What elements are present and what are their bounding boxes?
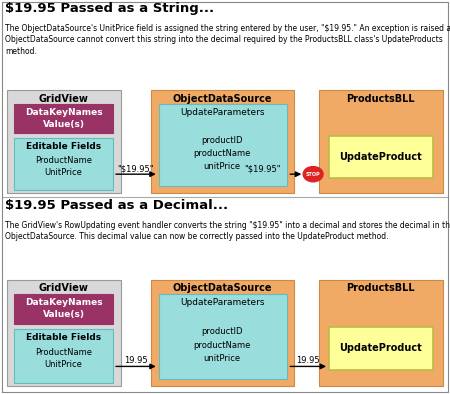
FancyBboxPatch shape	[159, 104, 288, 186]
Text: "$19.95": "$19.95"	[117, 164, 154, 173]
Text: 19.95: 19.95	[124, 357, 148, 365]
Text: $19.95 Passed as a String...: $19.95 Passed as a String...	[5, 2, 215, 15]
Text: ProductName
UnitPrice: ProductName UnitPrice	[35, 348, 92, 369]
FancyBboxPatch shape	[7, 91, 121, 193]
FancyBboxPatch shape	[7, 280, 121, 386]
Text: The ObjectDataSource's UnitPrice field is assigned the string entered by the use: The ObjectDataSource's UnitPrice field i…	[5, 24, 450, 56]
FancyBboxPatch shape	[319, 91, 443, 193]
FancyBboxPatch shape	[14, 294, 113, 324]
Text: GridView: GridView	[39, 94, 89, 104]
Text: 19.95: 19.95	[297, 357, 320, 365]
Text: ObjectDataSource: ObjectDataSource	[172, 283, 272, 294]
Text: DataKeyNames
Value(s): DataKeyNames Value(s)	[25, 108, 103, 129]
Text: ObjectDataSource: ObjectDataSource	[172, 94, 272, 104]
Text: The GridView's RowUpdating event handler converts the string "$19.95" into a dec: The GridView's RowUpdating event handler…	[5, 221, 450, 242]
Text: UpdateProduct: UpdateProduct	[339, 152, 422, 162]
FancyBboxPatch shape	[151, 280, 294, 386]
FancyBboxPatch shape	[14, 329, 113, 383]
Text: STOP: STOP	[306, 172, 320, 177]
FancyBboxPatch shape	[329, 327, 433, 370]
FancyBboxPatch shape	[329, 136, 433, 178]
FancyBboxPatch shape	[319, 280, 443, 386]
Text: ProductName
UnitPrice: ProductName UnitPrice	[35, 156, 92, 177]
FancyBboxPatch shape	[159, 294, 288, 379]
Text: Editable Fields: Editable Fields	[26, 141, 101, 151]
Text: UpdateProduct: UpdateProduct	[339, 343, 422, 353]
Text: ProductsBLL: ProductsBLL	[346, 283, 415, 294]
Text: "$19.95": "$19.95"	[244, 164, 281, 173]
Text: $19.95 Passed as a Decimal...: $19.95 Passed as a Decimal...	[5, 199, 229, 212]
FancyBboxPatch shape	[14, 138, 113, 190]
FancyBboxPatch shape	[14, 104, 113, 133]
Text: Editable Fields: Editable Fields	[26, 333, 101, 342]
Text: ProductsBLL: ProductsBLL	[346, 94, 415, 104]
Circle shape	[303, 167, 323, 182]
Text: UpdateParameters: UpdateParameters	[180, 108, 264, 117]
Text: productID
productName
unitPrice: productID productName unitPrice	[194, 327, 251, 363]
Text: productID
productName
unitPrice: productID productName unitPrice	[194, 136, 251, 171]
Text: DataKeyNames
Value(s): DataKeyNames Value(s)	[25, 299, 103, 319]
FancyBboxPatch shape	[151, 91, 294, 193]
Text: UpdateParameters: UpdateParameters	[180, 298, 264, 307]
Text: GridView: GridView	[39, 283, 89, 294]
